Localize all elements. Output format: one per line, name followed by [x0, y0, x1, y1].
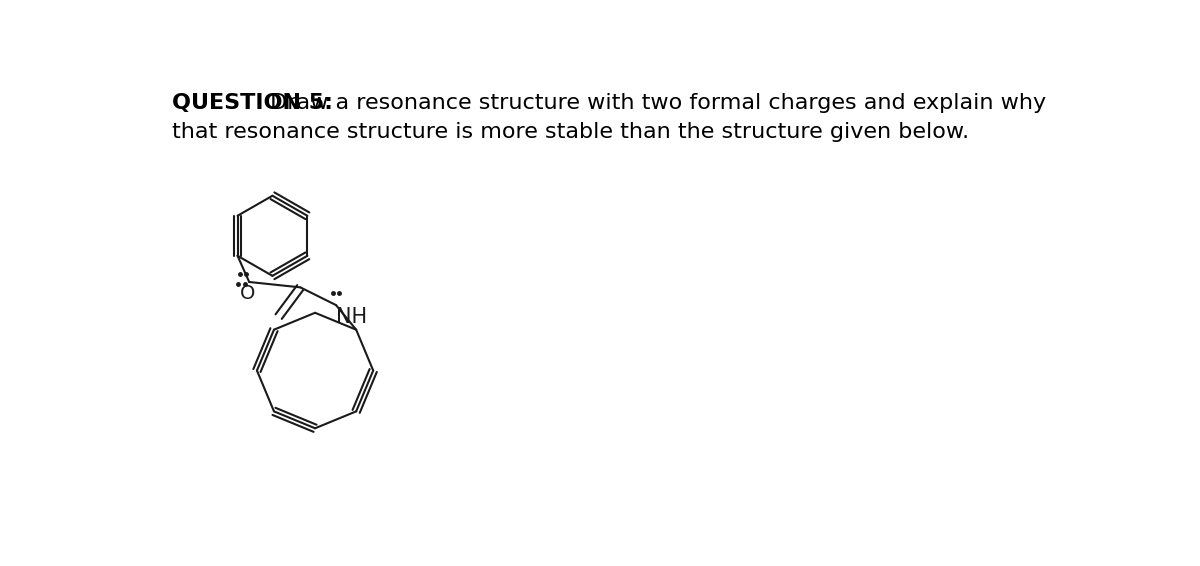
- Text: that resonance structure is more stable than the structure given below.: that resonance structure is more stable …: [172, 122, 968, 142]
- Text: O: O: [240, 284, 256, 302]
- Text: NH: NH: [336, 307, 367, 327]
- Text: Draw a resonance structure with two formal charges and explain why: Draw a resonance structure with two form…: [263, 93, 1046, 113]
- Text: QUESTION 5:: QUESTION 5:: [172, 93, 332, 113]
